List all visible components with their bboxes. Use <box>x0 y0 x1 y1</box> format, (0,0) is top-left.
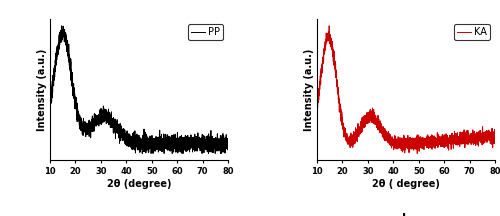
PP <box>225 142 231 145</box>
KA <box>382 130 388 132</box>
X-axis label: 2θ ( degree): 2θ ( degree) <box>372 179 440 189</box>
KA <box>314 110 320 112</box>
Line: PP: PP <box>50 26 228 153</box>
Text: b: b <box>402 213 410 216</box>
Legend: KA: KA <box>454 24 490 40</box>
Y-axis label: Intensity (a.u.): Intensity (a.u.) <box>304 48 314 131</box>
KA <box>334 86 340 88</box>
PP <box>47 96 53 98</box>
Legend: PP: PP <box>188 24 223 40</box>
KA <box>390 140 396 142</box>
KA <box>492 139 498 141</box>
PP <box>78 116 84 119</box>
Text: a: a <box>135 213 143 216</box>
KA <box>345 141 351 143</box>
PP <box>202 147 208 150</box>
KA <box>326 25 332 27</box>
PP <box>222 141 228 144</box>
KA <box>470 141 476 144</box>
PP <box>116 129 121 132</box>
KA <box>488 140 494 143</box>
PP <box>68 67 73 70</box>
PP <box>140 152 145 155</box>
KA <box>414 152 420 155</box>
X-axis label: 2θ (degree): 2θ (degree) <box>107 179 171 189</box>
Y-axis label: Intensity (a.u.): Intensity (a.u.) <box>37 48 47 131</box>
PP <box>123 132 129 135</box>
PP <box>58 25 64 27</box>
Line: KA: KA <box>317 26 495 153</box>
